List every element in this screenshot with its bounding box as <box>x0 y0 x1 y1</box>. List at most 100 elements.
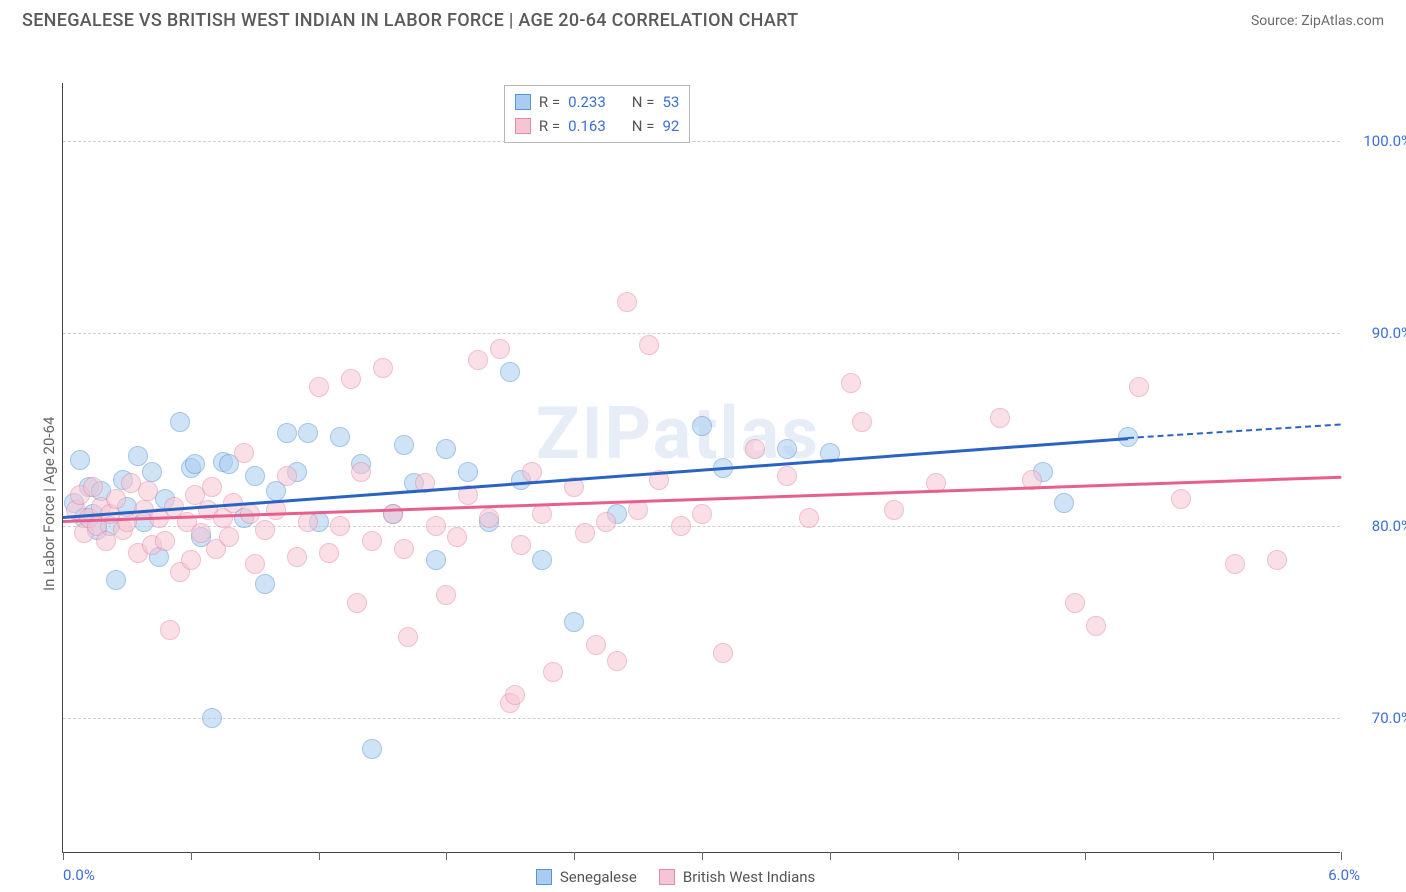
scatter-point-bwi <box>181 550 201 570</box>
scatter-point-bwi <box>117 512 137 532</box>
scatter-point-bwi <box>1086 616 1106 636</box>
chart-title: SENEGALESE VS BRITISH WEST INDIAN IN LAB… <box>22 10 798 31</box>
scatter-point-senegalese <box>1054 493 1074 513</box>
series-legend: Senegalese British West Indians <box>536 868 815 886</box>
scatter-point-bwi <box>990 408 1010 428</box>
scatter-point-bwi <box>347 593 367 613</box>
gridline <box>63 718 1340 719</box>
scatter-point-senegalese <box>777 439 797 459</box>
n-label: N = <box>632 90 655 114</box>
swatch-bwi <box>659 869 675 885</box>
scatter-point-senegalese <box>394 435 414 455</box>
scatter-point-bwi <box>298 512 318 532</box>
scatter-point-senegalese <box>500 362 520 382</box>
x-tick <box>1341 852 1342 860</box>
scatter-point-bwi <box>309 377 329 397</box>
scatter-point-bwi <box>671 516 691 536</box>
legend-item-senegalese: Senegalese <box>536 868 637 886</box>
x-tick <box>574 852 575 860</box>
x-tick <box>1213 852 1214 860</box>
legend-label: British West Indians <box>683 868 815 886</box>
scatter-point-bwi <box>1267 550 1287 570</box>
scatter-point-bwi <box>287 547 307 567</box>
scatter-point-senegalese <box>532 550 552 570</box>
scatter-point-bwi <box>522 462 542 482</box>
scatter-point-senegalese <box>70 450 90 470</box>
scatter-point-bwi <box>138 481 158 501</box>
scatter-point-bwi <box>692 504 712 524</box>
scatter-point-bwi <box>191 523 211 543</box>
x-tick <box>191 852 192 860</box>
scatter-point-bwi <box>777 466 797 486</box>
scatter-point-bwi <box>155 531 175 551</box>
scatter-point-bwi <box>505 685 525 705</box>
scatter-point-bwi <box>373 358 393 378</box>
scatter-point-senegalese <box>564 612 584 632</box>
scatter-point-bwi <box>852 412 872 432</box>
scatter-point-bwi <box>1171 489 1191 509</box>
scatter-point-bwi <box>713 643 733 663</box>
scatter-point-bwi <box>628 500 648 520</box>
scatter-point-senegalese <box>298 423 318 443</box>
scatter-point-bwi <box>341 369 361 389</box>
scatter-point-senegalese <box>255 574 275 594</box>
trendline <box>63 437 1128 519</box>
scatter-point-senegalese <box>692 416 712 436</box>
y-axis-label: In Labor Force | Age 20-64 <box>40 417 58 591</box>
swatch-senegalese <box>515 94 531 110</box>
scatter-point-bwi <box>607 651 627 671</box>
scatter-point-bwi <box>490 339 510 359</box>
scatter-point-bwi <box>511 535 531 555</box>
scatter-point-bwi <box>436 585 456 605</box>
scatter-point-bwi <box>330 516 350 536</box>
trendline <box>1128 424 1341 439</box>
scatter-point-bwi <box>426 516 446 536</box>
scatter-point-senegalese <box>362 739 382 759</box>
scatter-point-bwi <box>575 523 595 543</box>
r-value: 0.163 <box>568 114 606 138</box>
scatter-point-bwi <box>398 627 418 647</box>
n-value: 53 <box>662 90 679 114</box>
y-tick-label: 70.0% <box>1348 709 1406 727</box>
legend-label: Senegalese <box>560 868 637 886</box>
scatter-point-bwi <box>219 527 239 547</box>
scatter-point-senegalese <box>245 466 265 486</box>
x-tick <box>319 852 320 860</box>
x-tick <box>830 852 831 860</box>
scatter-point-senegalese <box>170 412 190 432</box>
plot-area: ZIPatlas 70.0%80.0%90.0%100.0%0.0%6.0%R … <box>62 83 1340 853</box>
scatter-point-bwi <box>799 508 819 528</box>
scatter-point-bwi <box>639 335 659 355</box>
stats-row-senegalese: R = 0.233 N = 53 <box>515 90 679 114</box>
scatter-point-senegalese <box>142 462 162 482</box>
scatter-point-senegalese <box>426 550 446 570</box>
gridline <box>63 333 1340 334</box>
scatter-point-bwi <box>841 373 861 393</box>
n-label: N = <box>632 114 655 138</box>
scatter-point-bwi <box>277 466 297 486</box>
y-tick-label: 90.0% <box>1348 324 1406 342</box>
scatter-point-senegalese <box>128 446 148 466</box>
scatter-point-bwi <box>394 539 414 559</box>
scatter-point-senegalese <box>458 462 478 482</box>
gridline <box>63 141 1340 142</box>
scatter-point-bwi <box>543 662 563 682</box>
scatter-point-bwi <box>532 504 552 524</box>
scatter-point-bwi <box>586 635 606 655</box>
scatter-point-bwi <box>596 512 616 532</box>
r-label: R = <box>539 90 560 114</box>
scatter-point-bwi <box>96 531 116 551</box>
scatter-point-senegalese <box>202 708 222 728</box>
chart-header: SENEGALESE VS BRITISH WEST INDIAN IN LAB… <box>0 0 1406 37</box>
r-value: 0.233 <box>568 90 606 114</box>
source-attribution: Source: ZipAtlas.com <box>1251 13 1384 29</box>
scatter-point-bwi <box>202 477 222 497</box>
scatter-point-bwi <box>1129 377 1149 397</box>
scatter-point-bwi <box>745 439 765 459</box>
stats-row-bwi: R =0.163N =92 <box>515 114 679 138</box>
x-tick <box>446 852 447 860</box>
scatter-point-senegalese <box>436 439 456 459</box>
scatter-point-bwi <box>362 531 382 551</box>
x-tick <box>63 852 64 860</box>
scatter-point-bwi <box>447 527 467 547</box>
